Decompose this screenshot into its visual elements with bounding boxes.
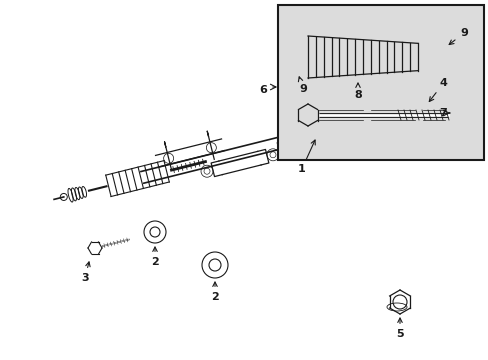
Text: 2: 2 xyxy=(151,247,159,267)
Text: 6: 6 xyxy=(259,85,266,95)
Text: 2: 2 xyxy=(211,282,219,302)
Text: 9: 9 xyxy=(448,28,467,45)
Text: 4: 4 xyxy=(428,78,447,102)
Bar xyxy=(457,106,467,120)
Bar xyxy=(278,5,483,160)
Text: 7: 7 xyxy=(438,108,446,118)
Text: 3: 3 xyxy=(81,262,90,283)
Text: 5: 5 xyxy=(395,318,403,339)
Text: 8: 8 xyxy=(353,83,361,100)
Text: 1: 1 xyxy=(297,140,315,174)
Text: 9: 9 xyxy=(298,77,306,94)
Bar xyxy=(453,103,471,123)
